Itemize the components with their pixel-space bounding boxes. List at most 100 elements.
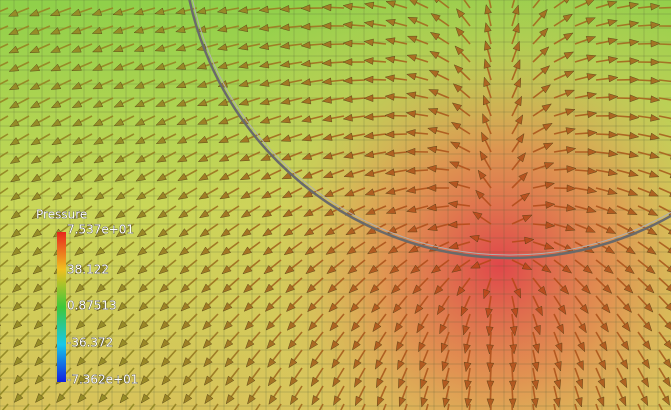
- glyph-shaft: [373, 151, 387, 156]
- glyph-shaft: [553, 295, 562, 308]
- glyph-shaft: [248, 205, 261, 214]
- glyph-head: [441, 361, 449, 372]
- glyph-shaft: [553, 111, 567, 117]
- glyph-head: [398, 378, 406, 389]
- glyph-shaft: [314, 349, 324, 362]
- glyph-head: [176, 99, 187, 107]
- glyph-head: [586, 205, 597, 214]
- glyph-shaft: [227, 169, 240, 177]
- glyph-head: [140, 375, 150, 386]
- glyph-shaft: [330, 61, 345, 64]
- glyph-shaft: [121, 79, 135, 86]
- glyph-shaft: [376, 295, 387, 307]
- glyph-head: [521, 262, 533, 270]
- glyph-shaft: [658, 277, 670, 288]
- glyph-shaft: [637, 169, 651, 175]
- glyph-head: [469, 235, 480, 243]
- glyph-head: [330, 339, 340, 351]
- glyph-head: [180, 302, 191, 312]
- glyph-shaft: [0, 223, 9, 232]
- glyph-head: [240, 190, 251, 199]
- glyph-head: [94, 228, 105, 238]
- glyph-head: [133, 26, 144, 34]
- glyph-head: [619, 377, 628, 389]
- glyph-head: [241, 228, 252, 237]
- glyph-head: [462, 325, 470, 336]
- glyph-shaft: [100, 7, 114, 13]
- glyph-shaft: [268, 169, 282, 177]
- glyph-shaft: [79, 25, 93, 32]
- glyph-head: [158, 265, 169, 275]
- glyph-head: [363, 94, 374, 102]
- glyph-head: [405, 110, 416, 118]
- glyph-shaft: [0, 205, 9, 213]
- glyph-shaft: [658, 151, 671, 157]
- glyph-shaft: [358, 367, 366, 380]
- glyph-head: [368, 264, 379, 274]
- glyph-shaft: [441, 295, 450, 308]
- glyph-shaft: [58, 43, 72, 50]
- glyph-head: [246, 375, 256, 387]
- glyph-shaft: [229, 295, 240, 306]
- glyph-head: [585, 225, 596, 233]
- glyph-head: [202, 320, 212, 331]
- glyph-shaft: [336, 367, 345, 380]
- glyph-shaft: [86, 403, 93, 410]
- glyph-head: [581, 284, 591, 295]
- glyph-shaft: [0, 115, 9, 122]
- glyph-shaft: [18, 241, 30, 251]
- glyph-head: [449, 141, 461, 150]
- glyph-head: [97, 338, 107, 349]
- glyph-head: [50, 82, 62, 90]
- glyph-shaft: [166, 313, 177, 324]
- glyph-head: [512, 40, 520, 52]
- glyph-head: [483, 76, 491, 88]
- glyph-head: [300, 4, 311, 13]
- glyph-shaft: [184, 115, 198, 122]
- glyph-shaft: [18, 313, 30, 324]
- glyph-head: [585, 36, 597, 44]
- glyph-head: [113, 99, 124, 108]
- glyph-shaft: [483, 158, 492, 171]
- glyph-head: [451, 102, 462, 112]
- glyph-head: [199, 228, 210, 237]
- glyph-shaft: [574, 295, 584, 307]
- glyph-shaft: [167, 385, 177, 397]
- glyph-shaft: [163, 43, 177, 49]
- glyph-shaft: [532, 184, 546, 189]
- glyph-shaft: [532, 295, 540, 309]
- glyph-shaft: [616, 277, 627, 288]
- glyph-head: [442, 397, 450, 409]
- glyph-shaft: [574, 349, 581, 363]
- glyph-head: [557, 304, 567, 315]
- glyph-head: [137, 283, 148, 293]
- glyph-head: [259, 79, 270, 87]
- glyph-shaft: [637, 313, 647, 325]
- glyph-head: [10, 192, 21, 201]
- glyph-head: [608, 112, 619, 120]
- glyph-head: [10, 173, 21, 183]
- glyph-head: [455, 26, 465, 37]
- glyph-head: [263, 265, 274, 275]
- glyph-head: [266, 339, 276, 350]
- glyph-head: [160, 338, 170, 349]
- glyph-shaft: [401, 385, 408, 399]
- glyph-head: [74, 265, 85, 275]
- glyph-head: [204, 393, 214, 405]
- glyph-head: [92, 63, 103, 71]
- glyph-shaft: [486, 49, 492, 63]
- glyph-shaft: [444, 349, 450, 363]
- glyph-shaft: [101, 169, 114, 178]
- glyph-shaft: [658, 115, 671, 120]
- glyph-head: [342, 21, 353, 29]
- glyph-head: [222, 283, 232, 293]
- glyph-head: [71, 81, 82, 90]
- glyph-head: [300, 41, 311, 49]
- glyph-head: [178, 228, 189, 238]
- glyph-shaft: [37, 43, 51, 50]
- glyph-head: [484, 22, 492, 33]
- glyph-head: [606, 206, 618, 214]
- glyph-head: [514, 114, 524, 125]
- glyph-shaft: [511, 159, 521, 171]
- glyph-head: [115, 210, 126, 219]
